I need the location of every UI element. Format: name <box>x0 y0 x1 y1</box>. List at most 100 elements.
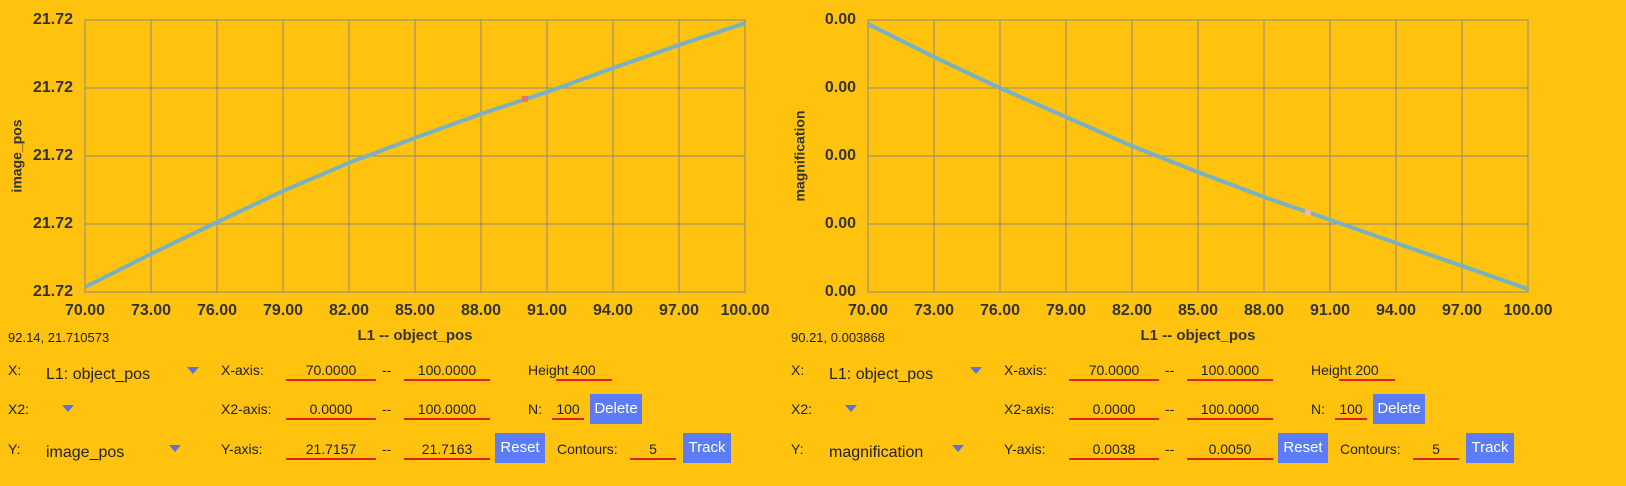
x-axis-label: L1 -- object_pos <box>1140 327 1255 344</box>
x-tick-label: 70.00 <box>65 302 105 319</box>
x-tick-label: 85.00 <box>1178 302 1218 319</box>
y-tick-label: 21.72 <box>33 147 73 164</box>
select[interactable]: magnification <box>829 444 924 461</box>
row-label: X: <box>791 362 805 378</box>
field-label: N: <box>1311 401 1325 417</box>
field-label: Y-axis: <box>221 441 263 457</box>
x-tick-label: 70.00 <box>848 302 888 319</box>
y-tick-label: 0.00 <box>825 147 856 164</box>
x-tick-label: 100.00 <box>721 302 770 319</box>
input-field[interactable]: 100 <box>552 400 584 420</box>
input-field[interactable]: 21.7163 <box>404 440 490 460</box>
separator: -- <box>382 441 392 457</box>
row-label: X2: <box>791 401 813 417</box>
button[interactable]: Reset <box>1278 433 1328 463</box>
data-line <box>867 22 1529 291</box>
y-tick-label: 0.00 <box>825 215 856 232</box>
y-tick-label: 0.00 <box>825 11 856 28</box>
y-axis-label: image_pos <box>9 119 25 192</box>
x-tick-label: 73.00 <box>131 302 171 319</box>
y-tick-label: 21.72 <box>33 11 73 28</box>
field-label: Contours: <box>557 441 618 457</box>
readout: 90.21, 0.003868 <box>791 330 885 345</box>
x-tick-label: 97.00 <box>659 302 699 319</box>
y-tick-label: 21.72 <box>33 79 73 96</box>
x-tick-label: 94.00 <box>1376 302 1416 319</box>
y-tick-label: 0.00 <box>825 79 856 96</box>
separator: -- <box>1165 401 1175 417</box>
dropdown-arrow[interactable] <box>169 445 181 452</box>
field-label: X-axis: <box>221 362 264 378</box>
field-label: Height <box>528 362 569 378</box>
input-field[interactable]: 5 <box>1413 440 1459 460</box>
data-line <box>84 21 746 289</box>
input-field[interactable]: 200 <box>1339 361 1395 381</box>
input-field[interactable]: 100.0000 <box>1187 361 1273 381</box>
y-tick-label: 21.72 <box>33 215 73 232</box>
x-tick-label: 76.00 <box>980 302 1020 319</box>
select[interactable]: L1: object_pos <box>829 366 934 383</box>
field-label: Contours: <box>1340 441 1401 457</box>
x-tick-label: 97.00 <box>1442 302 1482 319</box>
dropdown-arrow[interactable] <box>845 405 857 412</box>
x-tick-label: 91.00 <box>1310 302 1350 319</box>
input-field[interactable]: 100 <box>1335 400 1367 420</box>
dropdown-arrow[interactable] <box>952 445 964 452</box>
button[interactable]: Track <box>683 433 731 463</box>
field-label: X-axis: <box>1004 362 1047 378</box>
x-axis-label: L1 -- object_pos <box>357 327 472 344</box>
field-label: Y-axis: <box>1004 441 1046 457</box>
dropdown-arrow[interactable] <box>970 367 982 374</box>
field-label: N: <box>528 401 542 417</box>
x-tick-label: 82.00 <box>329 302 369 319</box>
button[interactable]: Delete <box>590 394 642 424</box>
row-label: Y: <box>8 441 21 457</box>
select[interactable]: image_pos <box>46 444 125 461</box>
cursor-marker <box>1305 209 1311 216</box>
x-tick-label: 73.00 <box>914 302 954 319</box>
input-field[interactable]: 70.0000 <box>1069 361 1159 381</box>
separator: -- <box>1165 441 1175 457</box>
row-label: Y: <box>791 441 804 457</box>
y-axis-label: magnification <box>792 110 808 201</box>
x-tick-label: 94.00 <box>593 302 633 319</box>
input-field[interactable]: 0.0050 <box>1187 440 1273 460</box>
x-tick-label: 100.00 <box>1504 302 1553 319</box>
field-label: Height <box>1311 362 1352 378</box>
row-label: X: <box>8 362 22 378</box>
select[interactable]: L1: object_pos <box>46 366 151 383</box>
x-tick-label: 85.00 <box>395 302 435 319</box>
input-field[interactable]: 5 <box>630 440 676 460</box>
field-label: X2-axis: <box>1004 401 1055 417</box>
x-tick-label: 79.00 <box>263 302 303 319</box>
x-tick-label: 88.00 <box>461 302 501 319</box>
input-field[interactable]: 400 <box>556 361 612 381</box>
field-label: X2-axis: <box>221 401 272 417</box>
button[interactable]: Track <box>1466 433 1514 463</box>
separator: -- <box>1165 362 1175 378</box>
separator: -- <box>382 401 392 417</box>
input-field[interactable]: 0.0000 <box>286 400 376 420</box>
dropdown-arrow[interactable] <box>187 367 199 374</box>
input-field[interactable]: 100.0000 <box>1187 400 1273 420</box>
input-field[interactable]: 70.0000 <box>286 361 376 381</box>
dropdown-arrow[interactable] <box>62 405 74 412</box>
input-field[interactable]: 0.0000 <box>1069 400 1159 420</box>
button[interactable]: Delete <box>1373 394 1425 424</box>
y-tick-label: 0.00 <box>825 283 856 300</box>
button[interactable]: Reset <box>495 433 545 463</box>
input-field[interactable]: 100.0000 <box>404 400 490 420</box>
x-tick-label: 79.00 <box>1046 302 1086 319</box>
x-tick-label: 82.00 <box>1112 302 1152 319</box>
input-field[interactable]: 21.7157 <box>286 440 376 460</box>
y-tick-label: 21.72 <box>33 283 73 300</box>
x-tick-label: 76.00 <box>197 302 237 319</box>
input-field[interactable]: 0.0038 <box>1069 440 1159 460</box>
readout: 92.14, 21.710573 <box>8 330 110 345</box>
separator: -- <box>382 362 392 378</box>
input-field[interactable]: 100.0000 <box>404 361 490 381</box>
row-label: X2: <box>8 401 30 417</box>
x-tick-label: 88.00 <box>1244 302 1284 319</box>
